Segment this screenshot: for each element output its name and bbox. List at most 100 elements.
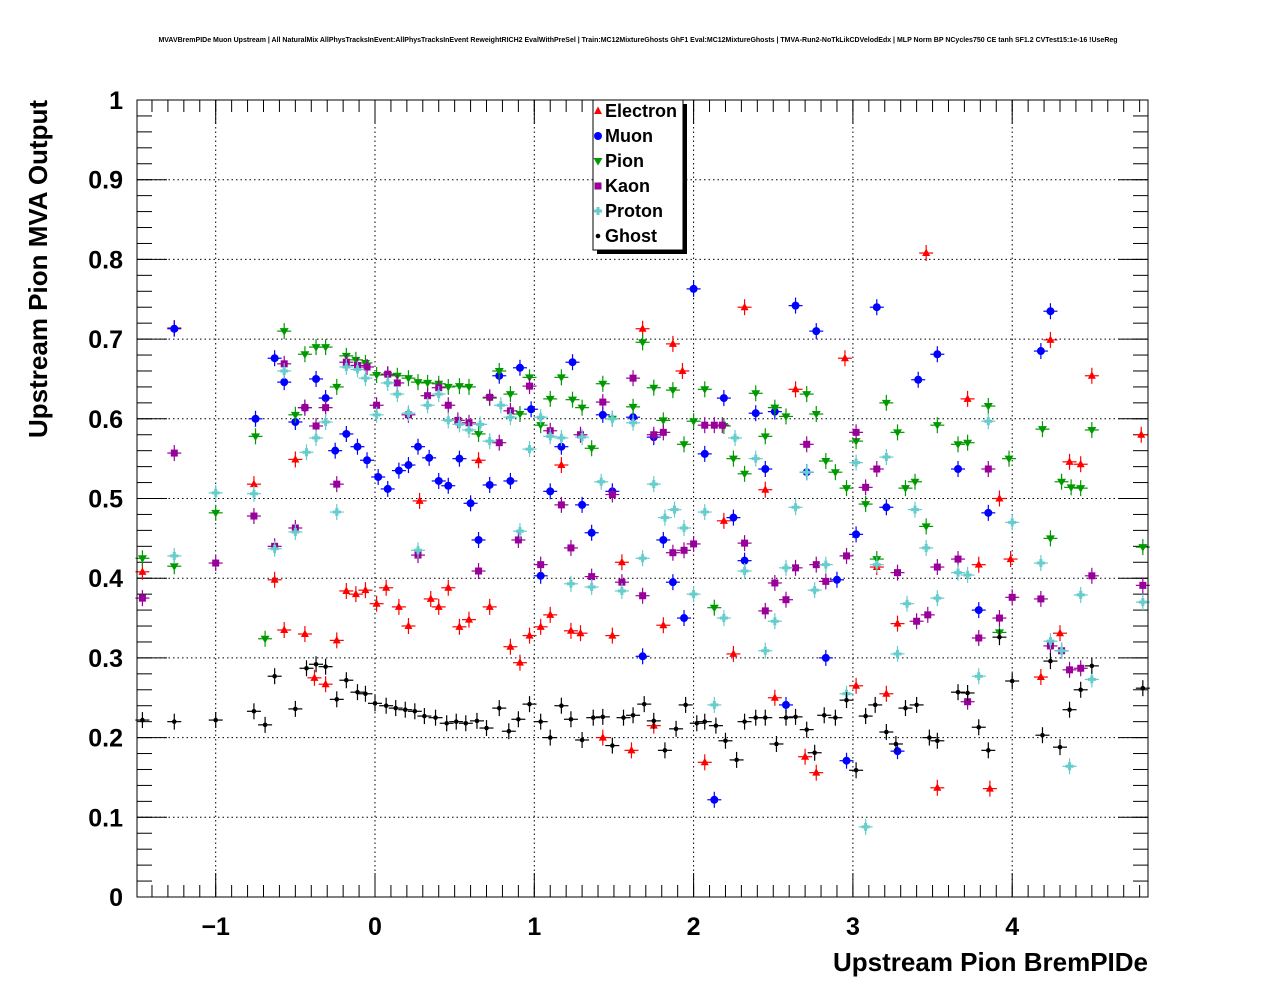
data-point-pion xyxy=(251,433,261,441)
data-point-kaon xyxy=(741,539,749,547)
data-point-electron xyxy=(922,248,931,257)
data-point-kaon xyxy=(933,563,941,571)
muon-legend-marker-icon xyxy=(594,132,602,140)
data-point-ghost xyxy=(313,661,319,667)
tick-labels: −1 0 1 2 3 4 0 0.1 0.2 0.3 0.4 0.5 0.6 0.7 0.8 0.9 1 xyxy=(88,87,1019,941)
data-point-electron xyxy=(576,628,585,637)
data-point-ghost xyxy=(393,705,399,711)
data-point-muon xyxy=(914,375,923,384)
data-point-electron xyxy=(598,733,607,741)
data-point-pion xyxy=(568,396,578,405)
data-point-pion xyxy=(474,430,484,439)
data-point-ghost xyxy=(516,716,521,722)
data-point-electron xyxy=(394,602,403,610)
data-point-electron xyxy=(801,752,810,760)
data-point-electron xyxy=(270,575,279,583)
data-point-electron xyxy=(291,454,300,463)
y-tick-label: 0.3 xyxy=(88,645,123,673)
data-point-muon xyxy=(842,756,851,765)
data-point-electron xyxy=(382,583,391,591)
data-point-ghost xyxy=(965,690,970,696)
data-point-proton xyxy=(506,413,515,422)
data-point-electron xyxy=(300,629,309,637)
data-point-electron xyxy=(719,516,728,524)
data-point-kaon xyxy=(924,611,932,619)
data-point-pion xyxy=(851,438,861,446)
electron-legend-marker-icon xyxy=(594,106,602,114)
series-ghost xyxy=(135,629,1150,779)
data-point-proton xyxy=(617,586,626,595)
y-tick-label: 0.1 xyxy=(88,804,123,832)
data-point-kaon xyxy=(537,561,545,569)
data-point-muon xyxy=(455,454,464,463)
data-point-proton xyxy=(770,617,779,626)
data-point-muon xyxy=(812,327,821,336)
data-point-pion xyxy=(403,375,413,383)
data-point-electron xyxy=(659,620,668,629)
data-point-pion xyxy=(505,391,515,399)
data-point-pion xyxy=(351,356,361,365)
data-point-electron xyxy=(485,602,494,610)
data-point-muon xyxy=(751,409,760,418)
data-point-electron xyxy=(1006,554,1015,563)
data-point-proton xyxy=(974,672,983,681)
data-point-kaon xyxy=(701,421,709,429)
data-point-muon xyxy=(474,535,483,544)
data-point-pion xyxy=(700,386,710,394)
data-point-proton xyxy=(1065,762,1074,771)
data-point-electron xyxy=(455,622,464,630)
data-point-muon xyxy=(383,484,392,493)
data-point-ghost xyxy=(444,720,449,726)
data-point-proton xyxy=(740,567,749,576)
data-point-proton xyxy=(557,433,566,442)
data-point-kaon xyxy=(333,480,341,488)
data-point-proton xyxy=(649,480,658,489)
data-point-electron xyxy=(474,455,483,464)
data-point-ghost xyxy=(1040,732,1045,738)
data-point-pion xyxy=(423,379,433,388)
data-point-kaon xyxy=(984,465,992,473)
data-point-pion xyxy=(332,383,342,392)
data-point-muon xyxy=(170,324,179,333)
data-point-kaon xyxy=(1008,593,1016,601)
data-point-muon xyxy=(506,476,515,485)
data-point-ghost xyxy=(527,701,532,707)
data-point-ghost xyxy=(651,718,657,724)
data-point-muon xyxy=(729,513,738,522)
data-point-electron xyxy=(464,615,473,623)
data-point-kaon xyxy=(873,465,881,473)
data-point-pion xyxy=(893,429,903,437)
data-point-muon xyxy=(638,652,647,661)
data-point-proton xyxy=(893,649,902,658)
legend-label-ghost: Ghost xyxy=(605,226,657,246)
data-point-muon xyxy=(466,499,475,508)
data-point-pion xyxy=(881,399,891,408)
data-point-ghost xyxy=(753,715,759,720)
data-point-kaon xyxy=(913,617,921,625)
data-point-pion xyxy=(740,470,750,479)
data-point-proton xyxy=(911,505,920,514)
data-point-proton xyxy=(353,365,362,374)
data-point-ghost xyxy=(903,705,908,711)
data-point-ghost xyxy=(812,750,817,756)
data-point-kaon xyxy=(393,379,401,387)
data-point-pion xyxy=(781,413,791,421)
x-tick-label: 2 xyxy=(687,913,701,941)
data-point-ghost xyxy=(955,689,961,695)
data-point-ghost xyxy=(734,757,739,763)
data-point-proton xyxy=(670,505,679,514)
data-point-electron xyxy=(525,631,534,639)
data-point-ghost xyxy=(1009,678,1015,684)
data-point-ghost xyxy=(1067,707,1072,713)
series-electron xyxy=(135,245,1149,797)
data-point-pion xyxy=(536,422,546,430)
data-point-proton xyxy=(963,571,972,580)
data-point-ghost xyxy=(1089,663,1095,669)
data-point-kaon xyxy=(690,540,698,548)
data-point-proton xyxy=(861,822,870,831)
data-point-pion xyxy=(515,411,525,419)
data-point-pion xyxy=(545,395,555,404)
data-point-electron xyxy=(1036,672,1045,681)
data-point-pion xyxy=(689,418,699,426)
data-point-kaon xyxy=(424,392,432,400)
